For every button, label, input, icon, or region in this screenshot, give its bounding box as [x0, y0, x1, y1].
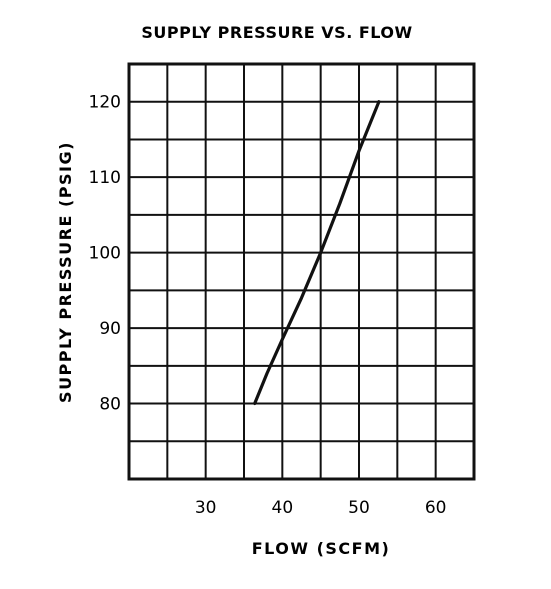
tick-labels: 30 40 50 60 80 90 100 110 120	[89, 93, 447, 518]
y-tick-label: 110	[89, 168, 121, 188]
x-tick-label: 30	[195, 498, 217, 518]
y-tick-label: 100	[89, 244, 121, 264]
x-tick-label: 40	[272, 498, 294, 518]
plot-frame	[127, 62, 476, 481]
y-tick-label: 80	[99, 395, 121, 415]
grid	[127, 62, 476, 481]
y-tick-label: 90	[99, 319, 121, 339]
x-tick-label: 60	[425, 498, 447, 518]
y-axis-label: SUPPLY PRESSURE (PSIG)	[56, 141, 75, 403]
chart-title: SUPPLY PRESSURE VS. FLOW	[141, 23, 412, 42]
series-line	[253, 100, 381, 406]
x-tick-label: 50	[348, 498, 370, 518]
series-layer	[253, 100, 381, 406]
y-tick-label: 120	[89, 93, 121, 113]
x-axis-label: FLOW (SCFM)	[252, 539, 391, 558]
